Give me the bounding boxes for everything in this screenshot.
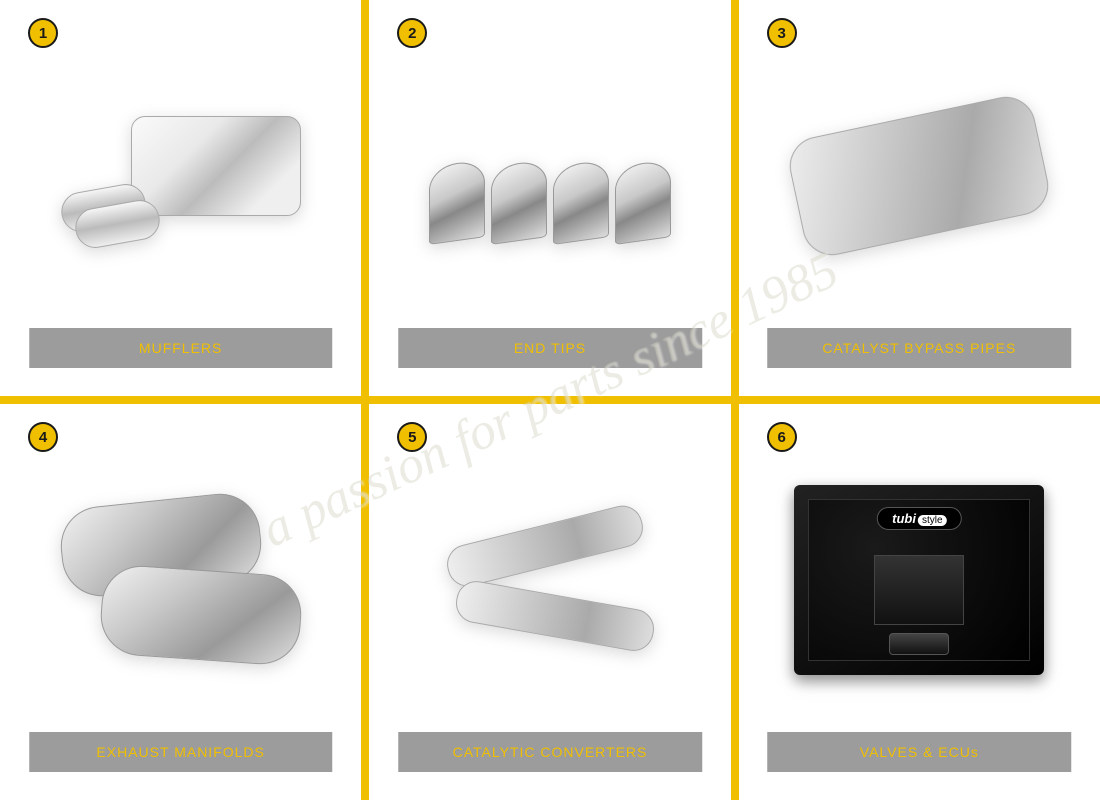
brand-name: tubi bbox=[892, 511, 916, 526]
category-card-valves-ecus[interactable]: 6 tubistyle VALVES & ECUs bbox=[739, 404, 1100, 800]
number-badge: 3 bbox=[767, 18, 797, 48]
category-label: MUFFLERS bbox=[29, 328, 333, 368]
badge-number: 2 bbox=[408, 25, 416, 42]
category-label: EXHAUST MANIFOLDS bbox=[29, 732, 333, 772]
category-label: VALVES & ECUs bbox=[768, 732, 1072, 772]
category-label-text: VALVES & ECUs bbox=[860, 744, 979, 760]
category-card-mufflers[interactable]: 1 MUFFLERS bbox=[0, 0, 361, 396]
product-image-ecu: tubistyle bbox=[739, 449, 1100, 710]
product-image-end-tips bbox=[369, 45, 730, 306]
category-grid: 1 MUFFLERS 2 END TIPS 3 bbox=[0, 0, 1100, 800]
category-label: CATALYTIC CONVERTERS bbox=[398, 732, 702, 772]
product-image-mufflers bbox=[0, 45, 361, 306]
number-badge: 5 bbox=[397, 422, 427, 452]
product-image-bypass-pipes bbox=[739, 45, 1100, 306]
category-label-text: EXHAUST MANIFOLDS bbox=[96, 744, 264, 760]
number-badge: 6 bbox=[767, 422, 797, 452]
product-image-manifolds bbox=[0, 449, 361, 710]
product-image-catalytic bbox=[369, 449, 730, 710]
number-badge: 2 bbox=[397, 18, 427, 48]
brand-logo: tubistyle bbox=[877, 507, 961, 530]
category-label-text: MUFFLERS bbox=[139, 340, 222, 356]
badge-number: 5 bbox=[408, 429, 416, 446]
badge-number: 4 bbox=[39, 429, 47, 446]
category-label-text: END TIPS bbox=[514, 340, 586, 356]
brand-suffix: style bbox=[918, 515, 947, 526]
category-label-text: CATALYTIC CONVERTERS bbox=[453, 744, 648, 760]
category-card-bypass-pipes[interactable]: 3 CATALYST BYPASS PIPES bbox=[739, 0, 1100, 396]
category-label: END TIPS bbox=[398, 328, 702, 368]
category-card-manifolds[interactable]: 4 EXHAUST MANIFOLDS bbox=[0, 404, 361, 800]
category-card-catalytic[interactable]: 5 CATALYTIC CONVERTERS bbox=[369, 404, 730, 800]
category-card-end-tips[interactable]: 2 END TIPS bbox=[369, 0, 730, 396]
badge-number: 3 bbox=[777, 25, 785, 42]
badge-number: 1 bbox=[39, 25, 47, 42]
badge-number: 6 bbox=[777, 429, 785, 446]
category-label: CATALYST BYPASS PIPES bbox=[768, 328, 1072, 368]
number-badge: 1 bbox=[28, 18, 58, 48]
number-badge: 4 bbox=[28, 422, 58, 452]
category-label-text: CATALYST BYPASS PIPES bbox=[822, 340, 1016, 356]
